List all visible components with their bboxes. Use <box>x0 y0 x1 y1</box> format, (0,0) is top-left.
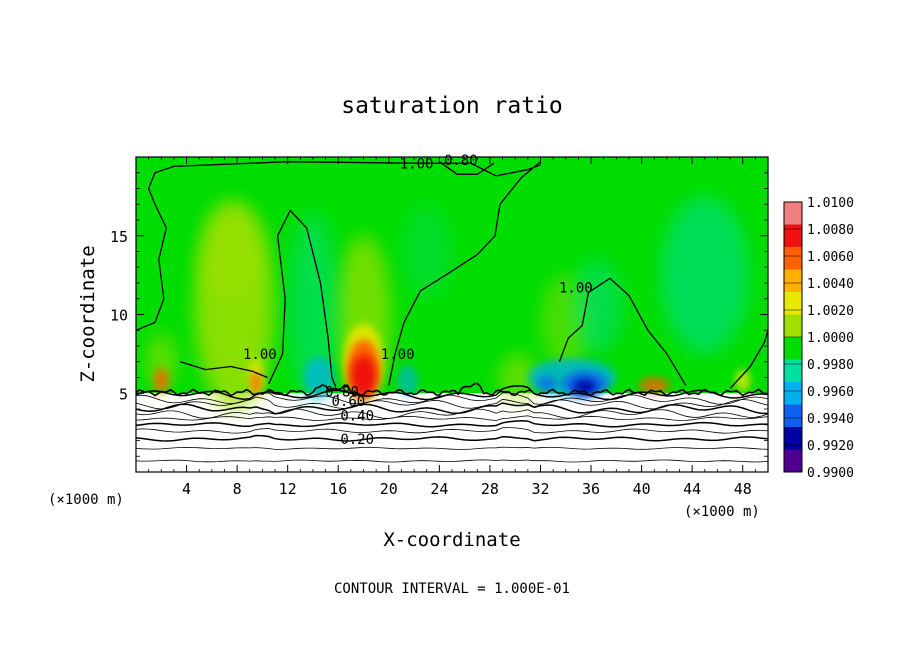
contour-label: 1.00 <box>381 347 415 363</box>
contour-line <box>439 161 495 175</box>
colorbar-swatch <box>784 224 802 248</box>
saturation-field <box>136 157 768 472</box>
x-unit-right: (×1000 m) <box>684 504 760 520</box>
contour-line <box>136 434 768 442</box>
y-tick-label: 10 <box>110 307 128 325</box>
contour-line <box>136 385 768 401</box>
colorbar-swatch <box>784 269 802 293</box>
x-unit-left: (×1000 m) <box>48 492 124 508</box>
contour-label: 1.00 <box>243 347 277 363</box>
contour-line <box>268 209 337 388</box>
colorbar-label: 1.0020 <box>807 304 854 319</box>
contour-label: 0.80 <box>325 385 359 401</box>
colorbar-swatch <box>784 337 802 360</box>
colorbar-label: 1.0040 <box>807 277 854 292</box>
contour-line <box>136 402 768 415</box>
colorbar-label: 1.0000 <box>807 331 854 346</box>
contour-label: 0.40 <box>340 408 374 424</box>
colorbar-swatch <box>784 359 802 383</box>
contour-label: 0.20 <box>340 432 374 448</box>
contour-interval-note: CONTOUR INTERVAL = 1.000E-01 <box>334 581 570 597</box>
colorbar-label: 0.9900 <box>807 466 854 481</box>
x-tick-label: 28 <box>481 480 499 498</box>
x-tick-label: 20 <box>380 480 398 498</box>
x-axis-label: X-coordinate <box>383 529 520 551</box>
contour-line <box>136 161 541 331</box>
x-tick-label: 36 <box>582 480 600 498</box>
colorbar-swatch <box>784 449 802 473</box>
updraft-core <box>153 368 169 394</box>
contour-line <box>180 361 268 379</box>
y-axis-label: Z-coordinate <box>77 245 99 382</box>
contour-line <box>136 459 768 463</box>
contour-line <box>136 392 768 405</box>
contour-label: 0.80 <box>444 153 478 169</box>
x-tick-label: 48 <box>734 480 752 498</box>
downdraft-blob <box>287 212 339 402</box>
x-tick-label: 24 <box>430 480 448 498</box>
x-tick-label: 12 <box>279 480 297 498</box>
colorbar: 1.0100 1.0080 1.0060 1.0040 1.0020 1.0000 0.99… <box>783 196 854 481</box>
downdraft-blob <box>572 259 623 354</box>
contour-line <box>558 277 687 386</box>
updraft-core <box>735 369 751 392</box>
y-axis: 5 10 15 <box>110 172 768 457</box>
y-tick-label: 5 <box>119 385 128 403</box>
y-tick-label: 15 <box>110 228 128 246</box>
updraft-blob <box>146 333 177 391</box>
updraft-blob <box>498 353 537 402</box>
colorbar-label: 0.9940 <box>807 412 854 427</box>
x-tick-label: 4 <box>182 480 191 498</box>
x-axis: 4 8 12 16 20 24 28 32 36 40 44 48 <box>148 157 756 498</box>
downdraft-core <box>397 364 418 397</box>
contour-line <box>136 427 768 434</box>
x-tick-label: 32 <box>531 480 549 498</box>
updraft-core <box>350 355 377 397</box>
contour-labels: 1.00 0.801.00 1.001.000.800.600.400.20 <box>243 153 593 448</box>
x-tick-label: 40 <box>633 480 651 498</box>
colorbar-swatch <box>784 382 802 405</box>
colorbar-label: 1.0080 <box>807 223 854 238</box>
colorbar-swatch <box>784 292 802 315</box>
colorbar-swatch <box>784 202 802 225</box>
contour-line <box>729 330 768 389</box>
contour-line <box>136 415 768 421</box>
updraft-core <box>639 377 670 394</box>
updraft-blob <box>200 201 262 302</box>
contour-line <box>136 408 768 419</box>
contour-label: 0.60 <box>331 394 365 410</box>
contour-lines <box>136 161 768 463</box>
colorbar-label: 0.9980 <box>807 358 854 373</box>
updraft-core <box>251 371 262 394</box>
x-tick-label: 44 <box>683 480 701 498</box>
colorbar-swatch <box>784 247 802 270</box>
contour-line <box>136 446 768 450</box>
colorbar-swatch <box>784 404 802 428</box>
colorbar-label: 1.0060 <box>807 250 854 265</box>
x-tick-label: 16 <box>329 480 347 498</box>
downdraft-core <box>536 375 557 392</box>
contour-label: 1.00 <box>559 281 593 297</box>
contour-label: 1.00 <box>400 156 434 172</box>
x-tick-label: 8 <box>233 480 242 498</box>
contour-line <box>388 161 541 386</box>
colorbar-label: 0.9920 <box>807 439 854 454</box>
colorbar-swatch <box>784 314 802 338</box>
downdraft-blob <box>660 196 750 354</box>
chart-title: saturation ratio <box>341 93 563 119</box>
colorbar-label: 1.0100 <box>807 196 854 211</box>
colorbar-label: 0.9960 <box>807 385 854 400</box>
cloud-base-contour <box>136 382 768 397</box>
colorbar-swatch <box>784 427 802 450</box>
contour-line <box>136 420 768 428</box>
downdraft-blob <box>401 204 452 299</box>
